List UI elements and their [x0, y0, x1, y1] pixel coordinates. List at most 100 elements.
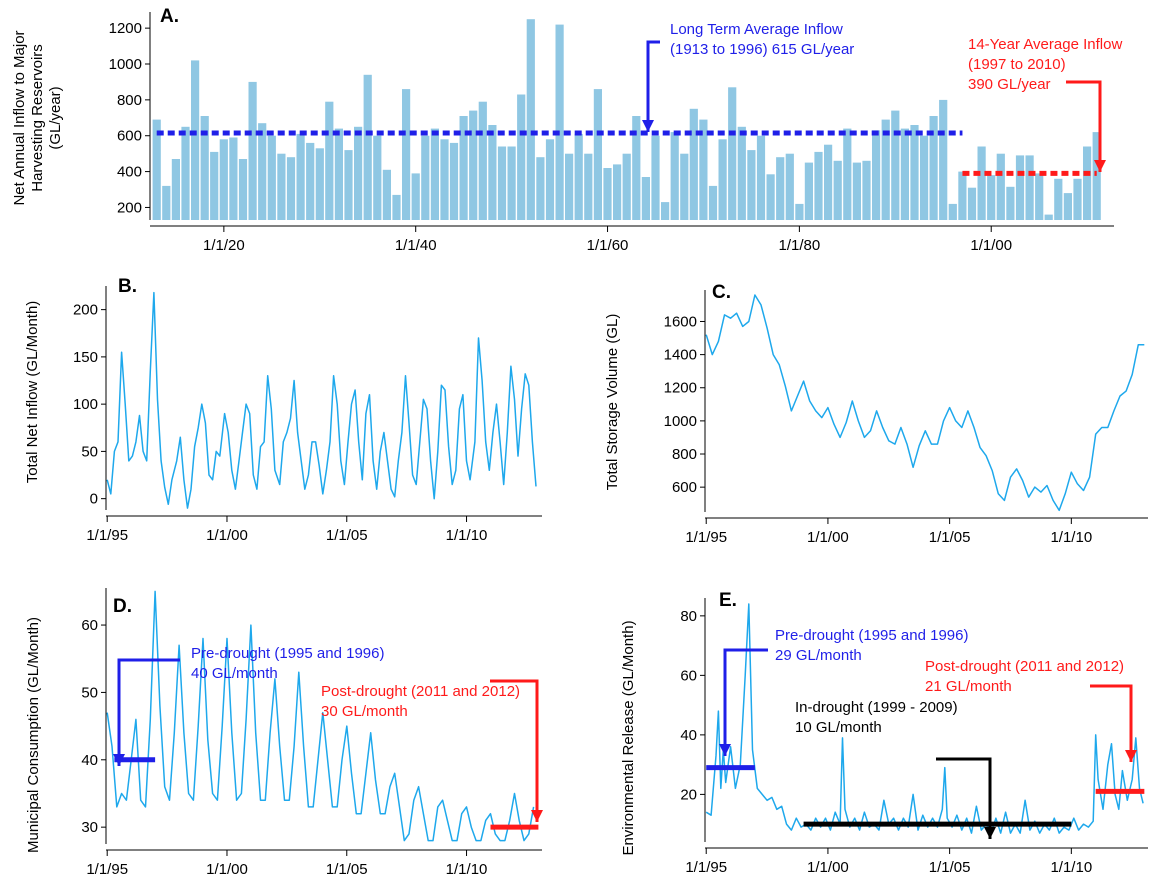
panel-a-bar — [488, 125, 497, 220]
panel-b-y-tick-label: 100 — [73, 396, 98, 413]
panel-a-bar — [661, 202, 670, 220]
panel-a-bar — [497, 146, 507, 220]
panel-a-bar — [440, 139, 449, 220]
panel-a-bar — [219, 139, 228, 220]
panel-c-x-tick-label: 1/1/00 — [807, 529, 849, 546]
panel-a-bar — [411, 173, 420, 220]
panel-e-annotation-1-line-0: In-drought (1999 - 2009) — [795, 699, 958, 716]
panel-a-bar — [152, 119, 161, 220]
panel-c-x-tick-label: 1/1/95 — [685, 529, 727, 546]
panel-a-bar — [517, 94, 526, 220]
panel-b-y-tick-label: 150 — [73, 349, 98, 366]
panel-d-annotation-0-arrow — [117, 658, 180, 766]
panel-e-annotation-0-line-0: Pre-drought (1995 and 1996) — [775, 627, 968, 644]
panel-a-bar — [881, 119, 890, 220]
panel-a-bar — [363, 74, 372, 220]
panel-a-bar — [584, 153, 593, 220]
panel-a-bar — [200, 116, 209, 220]
panel-a-bar — [171, 159, 180, 220]
panel-a-bar — [948, 203, 957, 220]
panel-a-bar — [526, 19, 535, 221]
panel-a-y-label-line2: Harvesting Reservoirs — [29, 44, 46, 192]
panel-a-bar — [334, 128, 343, 220]
panel-a-bar — [325, 101, 334, 220]
panel-d-x-tick-label: 1/1/10 — [446, 861, 488, 878]
panel-a-bar — [843, 128, 852, 220]
panel-a-bar — [1035, 173, 1044, 220]
panel-a-annotation-0-arrow — [646, 40, 660, 132]
panel-a-bar — [852, 162, 861, 220]
panel-c: C. Total Storage Volume (GL) 600 800 1000 1… — [604, 282, 1148, 546]
panel-a-bar — [258, 123, 267, 220]
panel-a-annotation-1-line-2: 390 GL/year — [968, 76, 1051, 93]
panel-d-annotation-1-arrow — [490, 679, 539, 822]
panel-e-annotation-0-arrow — [723, 648, 768, 756]
panel-a-bar — [680, 153, 689, 220]
panel-a-bar — [958, 171, 967, 220]
panel-a-y-tick-label: 400 — [117, 164, 142, 181]
panel-a-bar — [306, 142, 315, 220]
panel-a-bar — [373, 135, 382, 220]
panel-e-annotation-1-line-1: 10 GL/month — [795, 719, 882, 736]
panel-a-plot: 200 400 600 800 1000 1200 1/1/20 1/1/40 1/1/60 1/… — [109, 12, 1122, 254]
panel-a-bar — [651, 135, 660, 220]
panel-a: A. Net Annual Inflow to Major Harvesting… — [11, 6, 1122, 254]
panel-b-y-tick-label: 50 — [81, 443, 98, 460]
panel-a-x-tick-label: 1/1/80 — [779, 237, 821, 254]
panel-a-x-tick-label: 1/1/40 — [395, 237, 437, 254]
panel-a-bar — [162, 185, 171, 220]
panel-b: B. Total Net Inflow (GL/Month) 0 50 100 150… — [24, 276, 542, 544]
panel-a-bar — [1063, 193, 1072, 220]
panel-a-bar — [929, 116, 938, 220]
panel-c-y-tick-label: 1400 — [664, 347, 697, 364]
panel-a-bar — [574, 133, 583, 220]
panel-e-x-tick-label: 1/1/05 — [929, 859, 971, 876]
panel-d-y-tick-label: 50 — [81, 684, 98, 701]
panel-a-y-tick-label: 1000 — [109, 56, 142, 73]
panel-a-bar — [1044, 214, 1053, 220]
panel-b-y-axis-label: Total Net Inflow (GL/Month) — [24, 301, 41, 484]
panel-d-annotation-0-line-1: 40 GL/month — [191, 665, 278, 682]
panel-a-y-axis-label: Net Annual Inflow to Major Harvesting Re… — [11, 30, 64, 205]
panel-a-bar — [1015, 155, 1025, 220]
panel-b-label: B. — [118, 276, 137, 297]
panel-b-y-tick-label: 0 — [90, 491, 98, 508]
panel-e-x-tick-label: 1/1/00 — [807, 859, 849, 876]
panel-b-x-tick-label: 1/1/05 — [326, 527, 368, 544]
panel-a-bar — [507, 146, 516, 220]
panel-b-series-line — [106, 291, 537, 509]
panel-a-bar — [210, 151, 219, 220]
panel-a-bar — [756, 135, 766, 220]
panel-a-bar — [872, 130, 881, 220]
panel-a-bar — [344, 150, 353, 220]
panel-a-bar — [1073, 178, 1082, 220]
panel-a-bar — [641, 177, 650, 220]
panel-a-bar — [920, 135, 929, 220]
panel-b-x-tick-label: 1/1/10 — [446, 527, 488, 544]
panel-a-bar — [737, 126, 746, 220]
panel-a-annotation-1-line-1: (1997 to 2010) — [968, 56, 1066, 73]
panel-e-series-line — [705, 603, 1144, 834]
panel-d-y-tick-label: 40 — [81, 752, 98, 769]
panel-a-x-tick-label: 1/1/00 — [970, 237, 1012, 254]
panel-a-bar — [469, 110, 478, 220]
panel-a-bar — [718, 139, 727, 220]
panel-a-bar — [315, 148, 324, 220]
panel-c-y-tick-label: 1000 — [664, 413, 697, 430]
panel-a-bar — [977, 146, 986, 220]
panel-c-x-tick-label: 1/1/10 — [1050, 529, 1092, 546]
panel-d-annotation-1-line-1: 30 GL/month — [321, 703, 408, 720]
panel-a-bar — [478, 101, 487, 220]
panel-e-annotation-1-arrowhead — [984, 827, 996, 839]
panel-d-annotation-0-arrowhead — [113, 754, 125, 766]
panel-a-bar — [181, 126, 190, 220]
panel-a-bar — [267, 135, 276, 220]
panel-a-bar — [785, 153, 794, 220]
panel-a-bar — [804, 162, 813, 220]
panel-a-y-label-line3: (GL/year) — [47, 86, 64, 149]
panel-a-y-tick-label: 800 — [117, 92, 142, 109]
panel-e-plot: 20 40 60 80 1/1/95 1/1/00 1/1/05 1/1/10 Pre-drou… — [680, 598, 1148, 876]
panel-c-series-line — [705, 294, 1145, 512]
panel-a-bar — [824, 144, 833, 220]
panel-a-bar — [248, 81, 257, 221]
